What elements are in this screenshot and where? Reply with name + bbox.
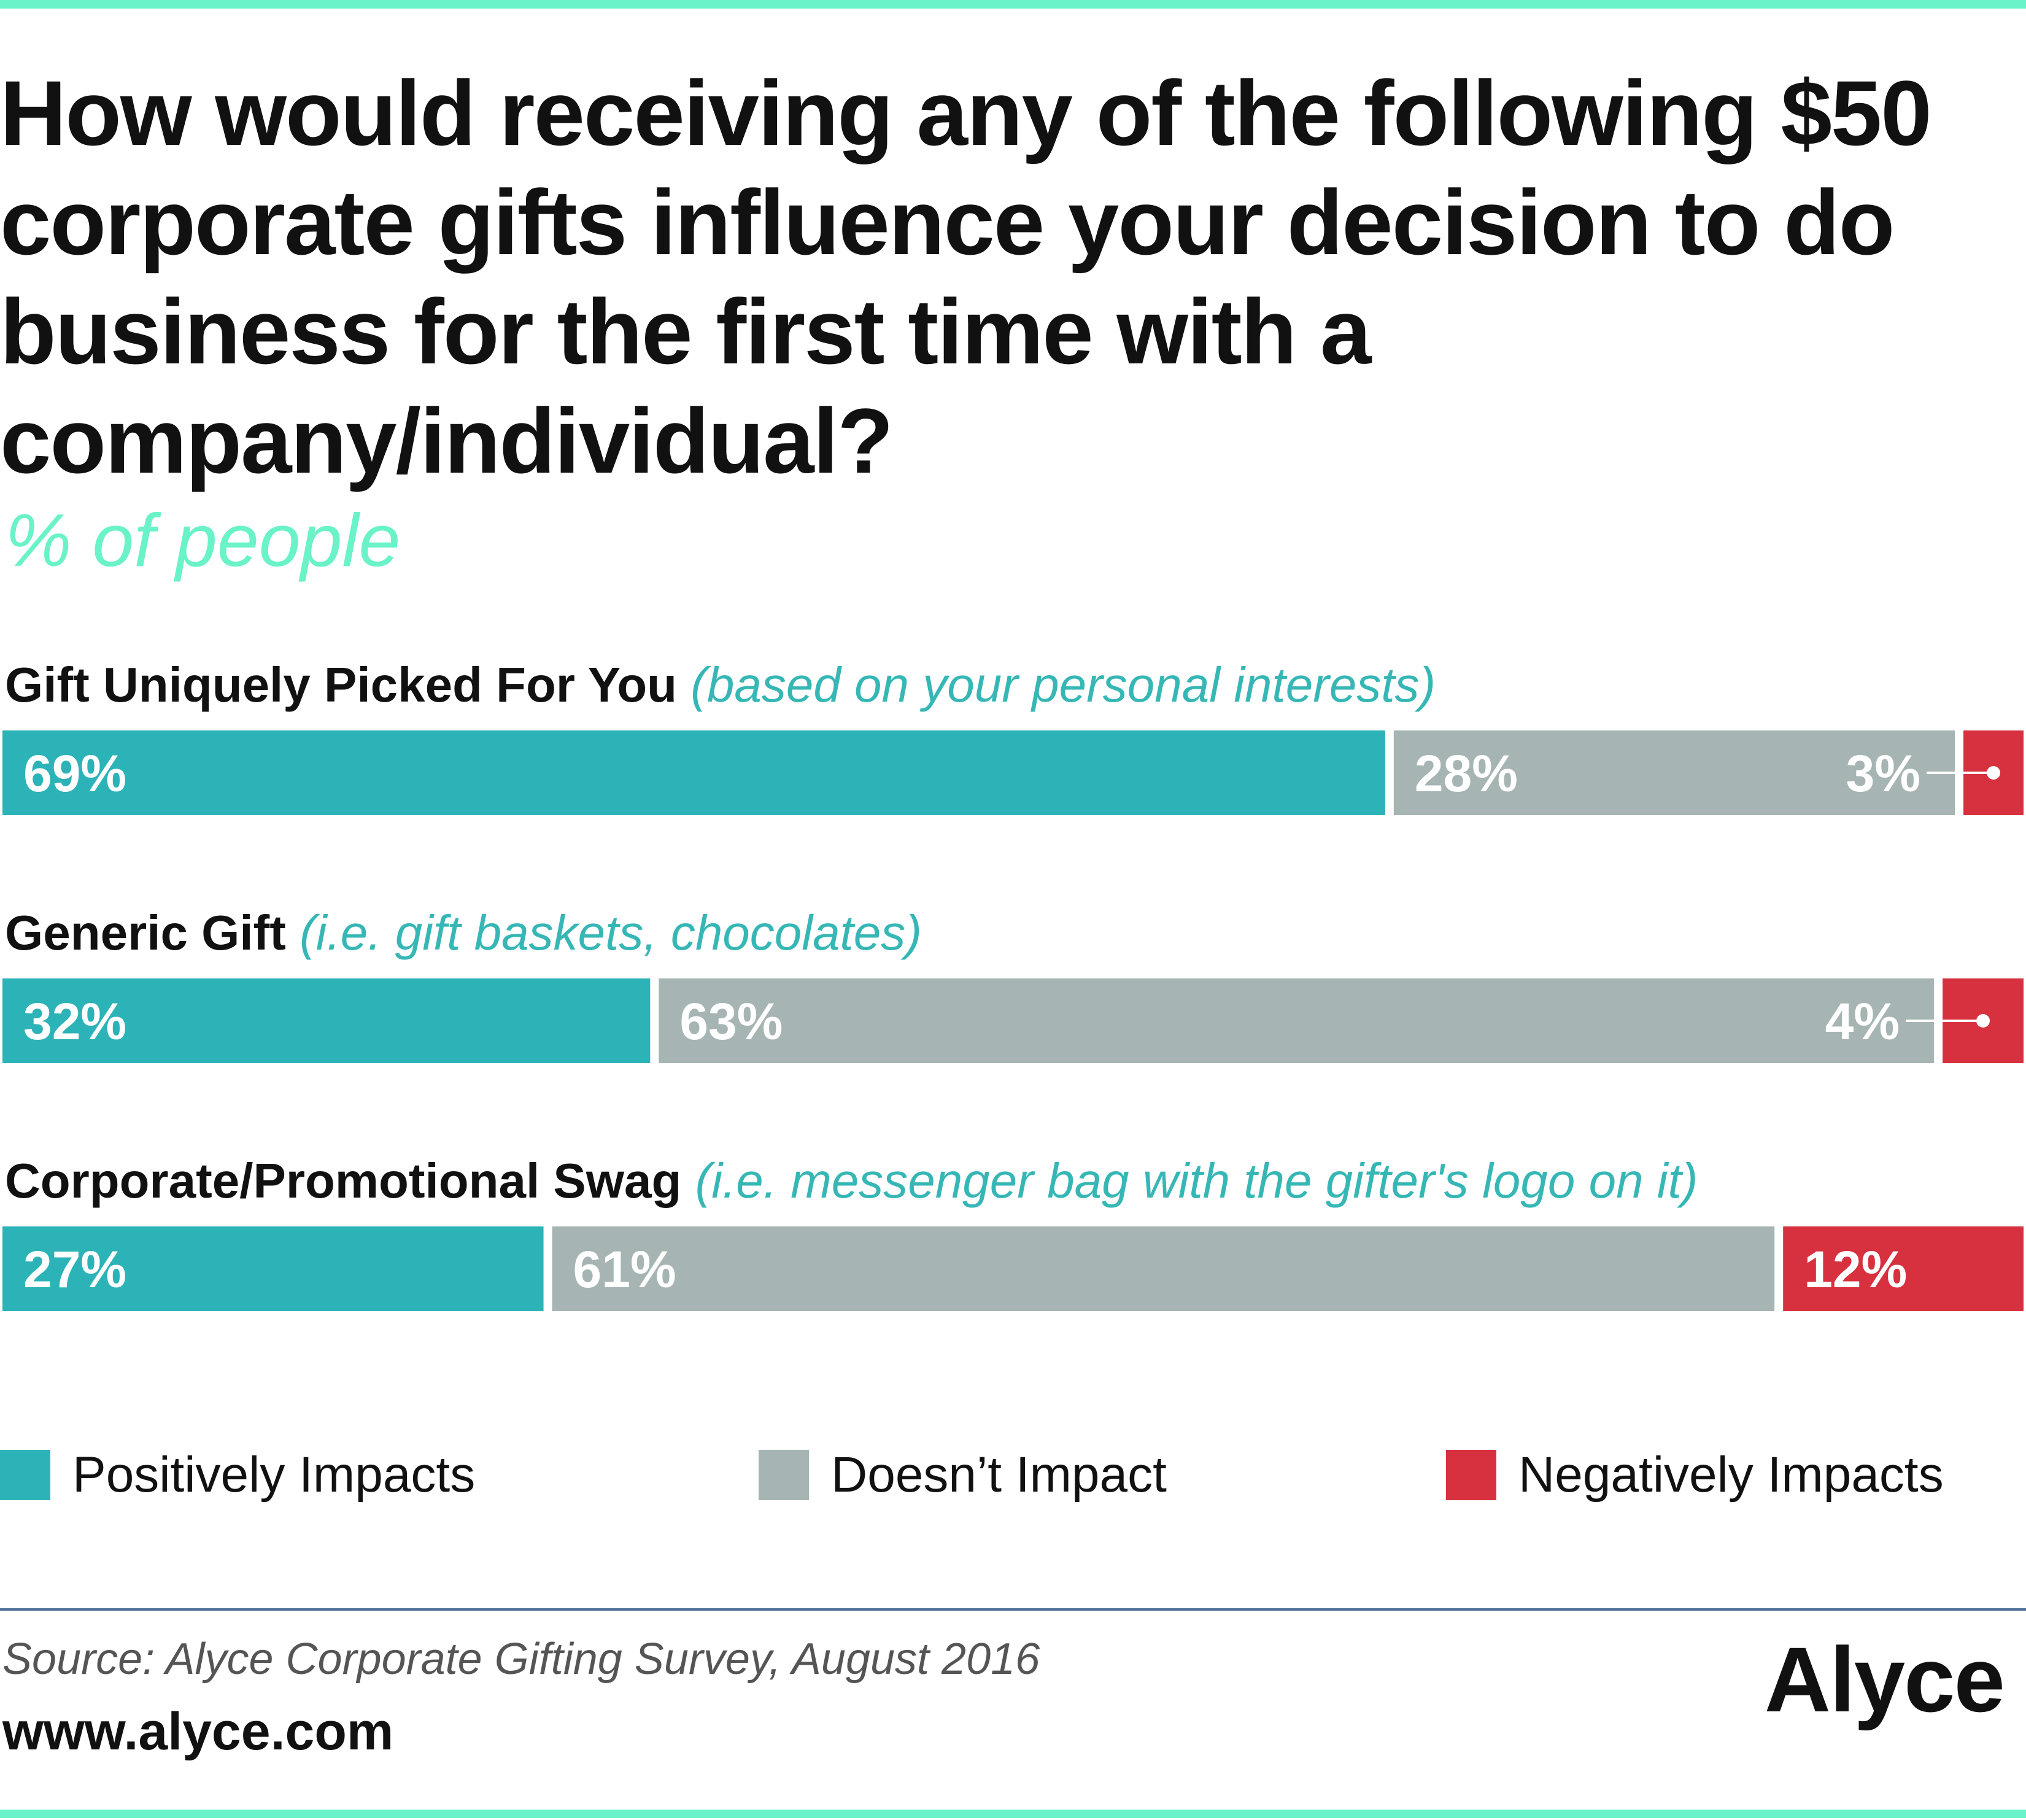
legend-label: Positively Impacts	[72, 1447, 476, 1503]
legend-item-neutral: Doesn’t Impact	[759, 1447, 1167, 1503]
row-label-unique-gift: Gift Uniquely Picked For You (based on y…	[5, 656, 1436, 714]
chart-title: How would receiving any of the following…	[0, 61, 1932, 492]
bar-segment	[2, 730, 1385, 815]
bar-value-label: 61%	[573, 1241, 676, 1298]
legend-item-negative: Negatively Impacts	[1446, 1447, 1944, 1503]
bar-segment	[552, 1226, 1775, 1311]
bar-value-label: 4%	[1825, 993, 1900, 1050]
row-label-generic-gift: Generic Gift (i.e. gift baskets, chocola…	[5, 904, 922, 962]
bar-value-label: 12%	[1804, 1241, 1907, 1298]
bar-segment	[659, 978, 1935, 1063]
footer-divider	[0, 1608, 2026, 1611]
brand-logo: Alyce	[1764, 1628, 2005, 1731]
legend-swatch-positive	[0, 1450, 50, 1500]
bar-segment	[1783, 1226, 2024, 1311]
legend-label: Negatively Impacts	[1518, 1447, 1944, 1503]
legend-item-positive: Positively Impacts	[0, 1447, 475, 1503]
legend-swatch-negative	[1446, 1450, 1496, 1500]
row-category: Gift Uniquely Picked For You	[5, 657, 677, 712]
row-label-promotional-swag: Corporate/Promotional Swag (i.e. messeng…	[5, 1152, 1698, 1210]
row-note: (based on your personal interests)	[690, 657, 1436, 712]
bar-value-label: 3%	[1846, 745, 1920, 802]
row-note: (i.e. gift baskets, chocolates)	[300, 905, 922, 960]
row-note: (i.e. messenger bag with the gifter's lo…	[695, 1153, 1698, 1208]
bar-value-label: 27%	[23, 1241, 126, 1298]
label-leader-dot	[1987, 766, 2001, 780]
bar-value-label: 63%	[679, 993, 783, 1050]
bar-value-label: 32%	[23, 993, 126, 1050]
source-note: Source: Alyce Corporate Gifting Survey, …	[2, 1635, 1040, 1684]
bottom-accent-rule	[0, 1810, 2026, 1818]
label-leader-dot	[1976, 1014, 1990, 1028]
bar-value-label: 69%	[23, 745, 126, 802]
legend-swatch-neutral	[759, 1450, 809, 1500]
bar-segment	[2, 1226, 544, 1311]
row-category: Corporate/Promotional Swag	[5, 1153, 682, 1208]
row-category: Generic Gift	[5, 905, 286, 960]
bar-segment	[1393, 730, 1955, 815]
top-accent-rule	[0, 0, 2026, 9]
bar-segment	[2, 978, 651, 1063]
bar-value-label: 28%	[1415, 745, 1518, 802]
stacked-bar-chart: 69% 28% 3% 32% 63% 4% 27% 61% 12%	[2, 730, 2024, 1311]
chart-subtitle: % of people	[5, 498, 401, 582]
legend-label: Doesn’t Impact	[831, 1447, 1167, 1503]
website-link[interactable]: www.alyce.com	[2, 1702, 394, 1761]
